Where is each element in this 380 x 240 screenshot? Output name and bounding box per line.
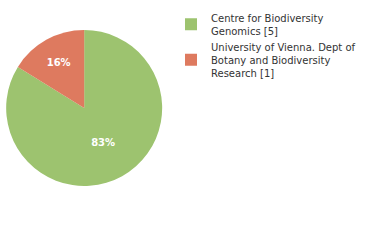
svg-text:16%: 16% (47, 57, 71, 68)
svg-text:83%: 83% (91, 137, 115, 148)
svg-text:University of Vienna. Dept ofB: University of Vienna. Dept ofBotany and … (211, 42, 356, 79)
svg-text:Centre for BiodiversityGenomic: Centre for BiodiversityGenomics [5] (211, 13, 324, 37)
